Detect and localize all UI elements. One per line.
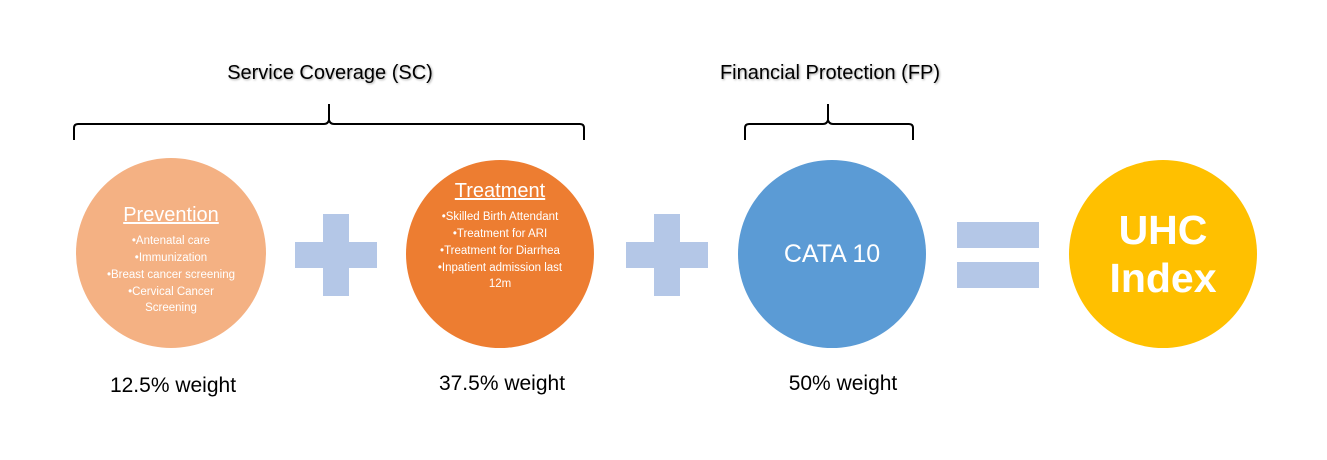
prevention-item: Cervical Cancer Screening	[102, 284, 240, 316]
service-coverage-brace	[73, 104, 585, 140]
prevention-items: Antenatal care Immunization Breast cance…	[76, 233, 266, 317]
treatment-circle: Treatment Skilled Birth Attendant Treatm…	[406, 160, 594, 348]
cata-label: CATA 10	[783, 239, 881, 268]
uhc-index-circle: UHC Index	[1069, 160, 1257, 348]
treatment-item: Inpatient admission last 12m	[432, 260, 568, 292]
financial-protection-brace	[744, 104, 914, 140]
prevention-circle: Prevention Antenatal care Immunization B…	[76, 158, 266, 348]
prevention-weight: 12.5% weight	[109, 374, 237, 397]
cata-circle: CATA 10	[738, 160, 926, 348]
prevention-item: Antenatal care	[102, 233, 240, 249]
treatment-title: Treatment	[454, 180, 546, 202]
treatment-item: Treatment for Diarrhea	[432, 243, 568, 259]
index-label: Index	[1109, 255, 1217, 301]
treatment-item: Skilled Birth Attendant	[432, 209, 568, 225]
treatment-weight: 37.5% weight	[438, 372, 566, 395]
prevention-item: Immunization	[102, 250, 240, 266]
treatment-item: Treatment for ARI	[432, 226, 568, 242]
service-coverage-label: Service Coverage (SC)	[227, 62, 433, 84]
uhc-label: UHC	[1118, 207, 1208, 253]
treatment-items: Skilled Birth Attendant Treatment for AR…	[406, 209, 594, 293]
equals-icon	[957, 222, 1039, 288]
prevention-item: Breast cancer screening	[102, 267, 240, 283]
plus-icon	[626, 214, 708, 296]
financial-protection-label: Financial Protection (FP)	[719, 62, 941, 84]
prevention-title: Prevention	[123, 204, 219, 226]
plus-icon	[295, 214, 377, 296]
cata-weight: 50% weight	[788, 372, 898, 395]
